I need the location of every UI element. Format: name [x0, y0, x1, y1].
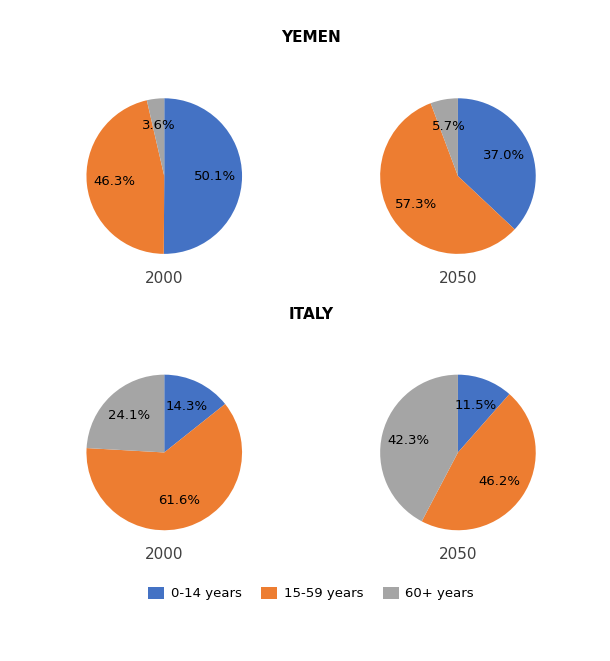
- Wedge shape: [458, 98, 536, 229]
- Text: 2050: 2050: [439, 547, 477, 563]
- Text: 57.3%: 57.3%: [395, 198, 437, 211]
- Wedge shape: [163, 98, 242, 254]
- Text: 61.6%: 61.6%: [159, 494, 201, 507]
- Wedge shape: [458, 375, 509, 453]
- Wedge shape: [87, 375, 164, 453]
- Text: 50.1%: 50.1%: [194, 170, 236, 182]
- Text: 5.7%: 5.7%: [432, 120, 466, 133]
- Wedge shape: [87, 404, 242, 530]
- Text: YEMEN: YEMEN: [281, 30, 341, 46]
- Text: 2000: 2000: [145, 271, 184, 286]
- Text: 37.0%: 37.0%: [483, 149, 525, 163]
- Text: 42.3%: 42.3%: [388, 434, 430, 447]
- Wedge shape: [431, 98, 458, 176]
- Wedge shape: [422, 394, 536, 530]
- Text: 24.1%: 24.1%: [109, 409, 151, 422]
- Wedge shape: [147, 98, 164, 176]
- Wedge shape: [164, 375, 225, 453]
- Text: 2050: 2050: [439, 271, 477, 286]
- Text: 3.6%: 3.6%: [142, 120, 175, 132]
- Text: 14.3%: 14.3%: [165, 401, 207, 413]
- Wedge shape: [380, 103, 515, 254]
- Wedge shape: [87, 100, 164, 254]
- Legend: 0-14 years, 15-59 years, 60+ years: 0-14 years, 15-59 years, 60+ years: [143, 582, 479, 605]
- Text: 2000: 2000: [145, 547, 184, 563]
- Text: 11.5%: 11.5%: [454, 399, 497, 412]
- Text: ITALY: ITALY: [289, 307, 334, 322]
- Wedge shape: [380, 375, 458, 522]
- Text: 46.2%: 46.2%: [479, 475, 520, 488]
- Text: 46.3%: 46.3%: [93, 175, 135, 188]
